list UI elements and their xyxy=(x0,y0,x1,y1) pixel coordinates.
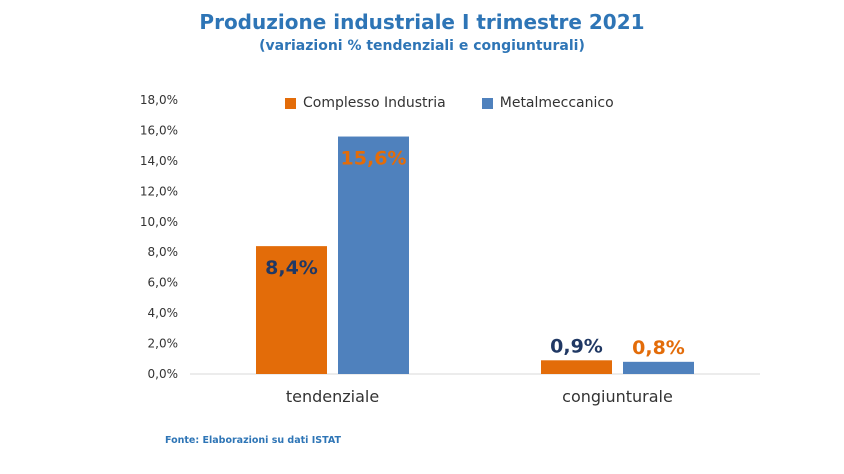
source-note: Fonte: Elaborazioni su dati ISTAT xyxy=(165,435,341,446)
bar-complesso-industria-congiunturale xyxy=(541,360,612,374)
data-label: 0,8% xyxy=(632,337,685,359)
y-tick-label: 6,0% xyxy=(148,276,179,290)
bar-metalmeccanico-congiunturale xyxy=(623,362,694,374)
bar-chart: 0,0% 2,0% 4,0% 6,0% 8,0% 10,0% 12,0% 14,0% 16,0%… xyxy=(0,0,844,474)
bar-metalmeccanico-tendenziale xyxy=(338,137,409,374)
y-tick-label: 14,0% xyxy=(140,154,178,168)
data-label: 0,9% xyxy=(550,335,603,357)
x-tick-label-congiunturale: congiunturale xyxy=(562,387,673,406)
y-tick-label: 4,0% xyxy=(148,306,179,320)
y-tick-label: 16,0% xyxy=(140,123,178,137)
y-tick-label: 2,0% xyxy=(148,337,179,351)
data-label: 15,6% xyxy=(341,148,407,170)
data-label: 8,4% xyxy=(265,257,318,279)
x-tick-label-tendenziale: tendenziale xyxy=(286,387,379,406)
y-tick-label: 0,0% xyxy=(148,367,179,381)
y-tick-label: 18,0% xyxy=(140,93,178,107)
y-tick-label: 12,0% xyxy=(140,184,178,198)
y-tick-label: 10,0% xyxy=(140,215,178,229)
y-tick-label: 8,0% xyxy=(148,245,179,259)
